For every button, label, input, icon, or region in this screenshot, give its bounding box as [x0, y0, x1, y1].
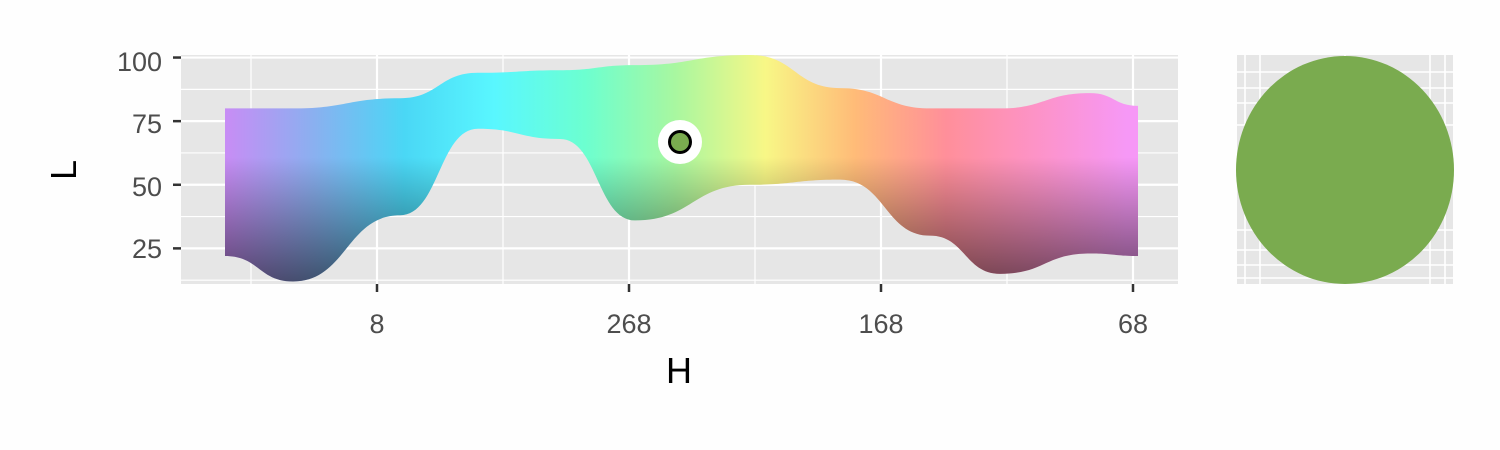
x-tick-label: 68: [1118, 309, 1148, 339]
axis-ticks: [173, 56, 1135, 292]
selected-point[interactable]: [671, 133, 689, 151]
color-swatch-circle: [1236, 56, 1454, 284]
x-tick-label: 168: [858, 309, 903, 339]
y-axis-title: L: [43, 160, 84, 180]
y-tick-label: 25: [132, 234, 162, 264]
x-tick-label: 268: [606, 309, 651, 339]
y-tick-label: 75: [132, 109, 162, 139]
x-axis-title: H: [666, 350, 692, 391]
y-tick-label: 50: [132, 172, 162, 202]
y-tick-label: 100: [117, 47, 162, 77]
x-tick-label: 8: [369, 309, 384, 339]
